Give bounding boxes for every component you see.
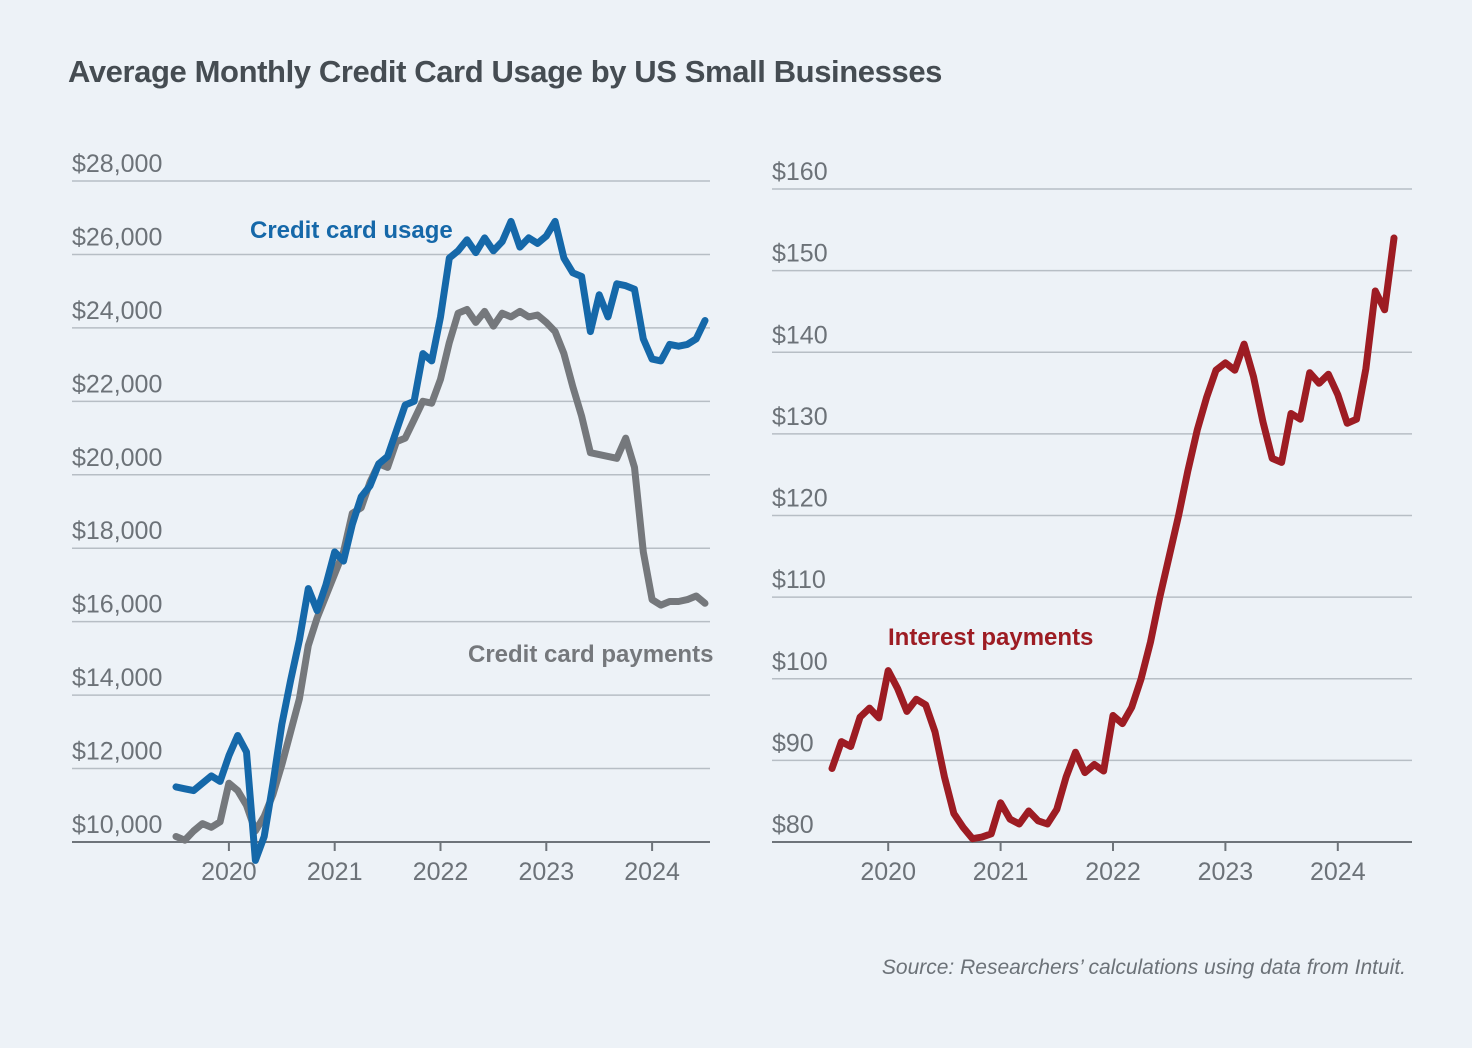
interest-x-tick-label: 2024: [1310, 858, 1366, 886]
usage-payments-x-tick-label: 2020: [201, 858, 257, 886]
interest-y-tick-label: $110: [772, 566, 826, 594]
usage-payments-y-tick-label: $10,000: [72, 811, 162, 839]
interest-x-tick-label: 2023: [1198, 858, 1254, 886]
usage-payments-y-tick-label: $24,000: [72, 297, 162, 325]
interest-y-tick-label: $130: [772, 403, 828, 431]
usage-payments-y-tick-label: $14,000: [72, 664, 162, 692]
interest-line: [828, 234, 1398, 843]
source-note: Source: Researchers’ calculations using …: [881, 956, 1406, 979]
interest-y-tick-label: $120: [772, 485, 828, 513]
usage-payments-x-tick-label: 2021: [307, 858, 363, 886]
usage-payments-x-tick-label: 2022: [413, 858, 469, 886]
interest-y-tick-label: $90: [772, 729, 814, 757]
payments-series-label: Credit card payments: [468, 641, 713, 668]
usage-payments-x-tick-label: 2024: [624, 858, 680, 886]
payments-line: [172, 306, 709, 844]
interest-y-tick-label: $140: [772, 321, 828, 349]
usage-payments-x-tick-label: 2023: [518, 858, 574, 886]
usage-payments-y-tick-label: $22,000: [72, 370, 162, 398]
usage-series-label: Credit card usage: [250, 217, 453, 244]
chart-title: Average Monthly Credit Card Usage by US …: [68, 54, 943, 89]
usage-payments-y-tick-label: $26,000: [72, 223, 162, 251]
usage-payments-y-tick-label: $18,000: [72, 517, 162, 545]
interest-y-tick-label: $150: [772, 240, 828, 268]
interest-x-tick-label: 2022: [1085, 858, 1141, 886]
usage-payments-y-tick-label: $16,000: [72, 591, 162, 619]
interest-y-tick-label: $80: [772, 811, 814, 839]
usage-line: [172, 217, 709, 864]
usage-payments-y-tick-label: $20,000: [72, 444, 162, 472]
usage-payments-y-tick-label: $12,000: [72, 738, 162, 766]
usage-payments-y-tick-label: $28,000: [72, 150, 162, 178]
interest-x-tick-label: 2020: [860, 858, 916, 886]
interest-y-tick-label: $100: [772, 648, 828, 676]
interest-y-tick-label: $160: [772, 158, 828, 186]
interest-series-label: Interest payments: [888, 624, 1093, 651]
interest-x-tick-label: 2021: [973, 858, 1029, 886]
